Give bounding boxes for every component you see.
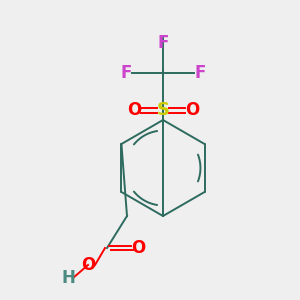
Text: S: S xyxy=(157,101,169,119)
Text: O: O xyxy=(131,239,145,257)
Text: O: O xyxy=(185,101,199,119)
Text: F: F xyxy=(194,64,206,82)
Text: O: O xyxy=(81,256,95,274)
Text: H: H xyxy=(61,269,75,287)
Text: O: O xyxy=(127,101,141,119)
Text: F: F xyxy=(157,34,169,52)
Text: F: F xyxy=(120,64,132,82)
